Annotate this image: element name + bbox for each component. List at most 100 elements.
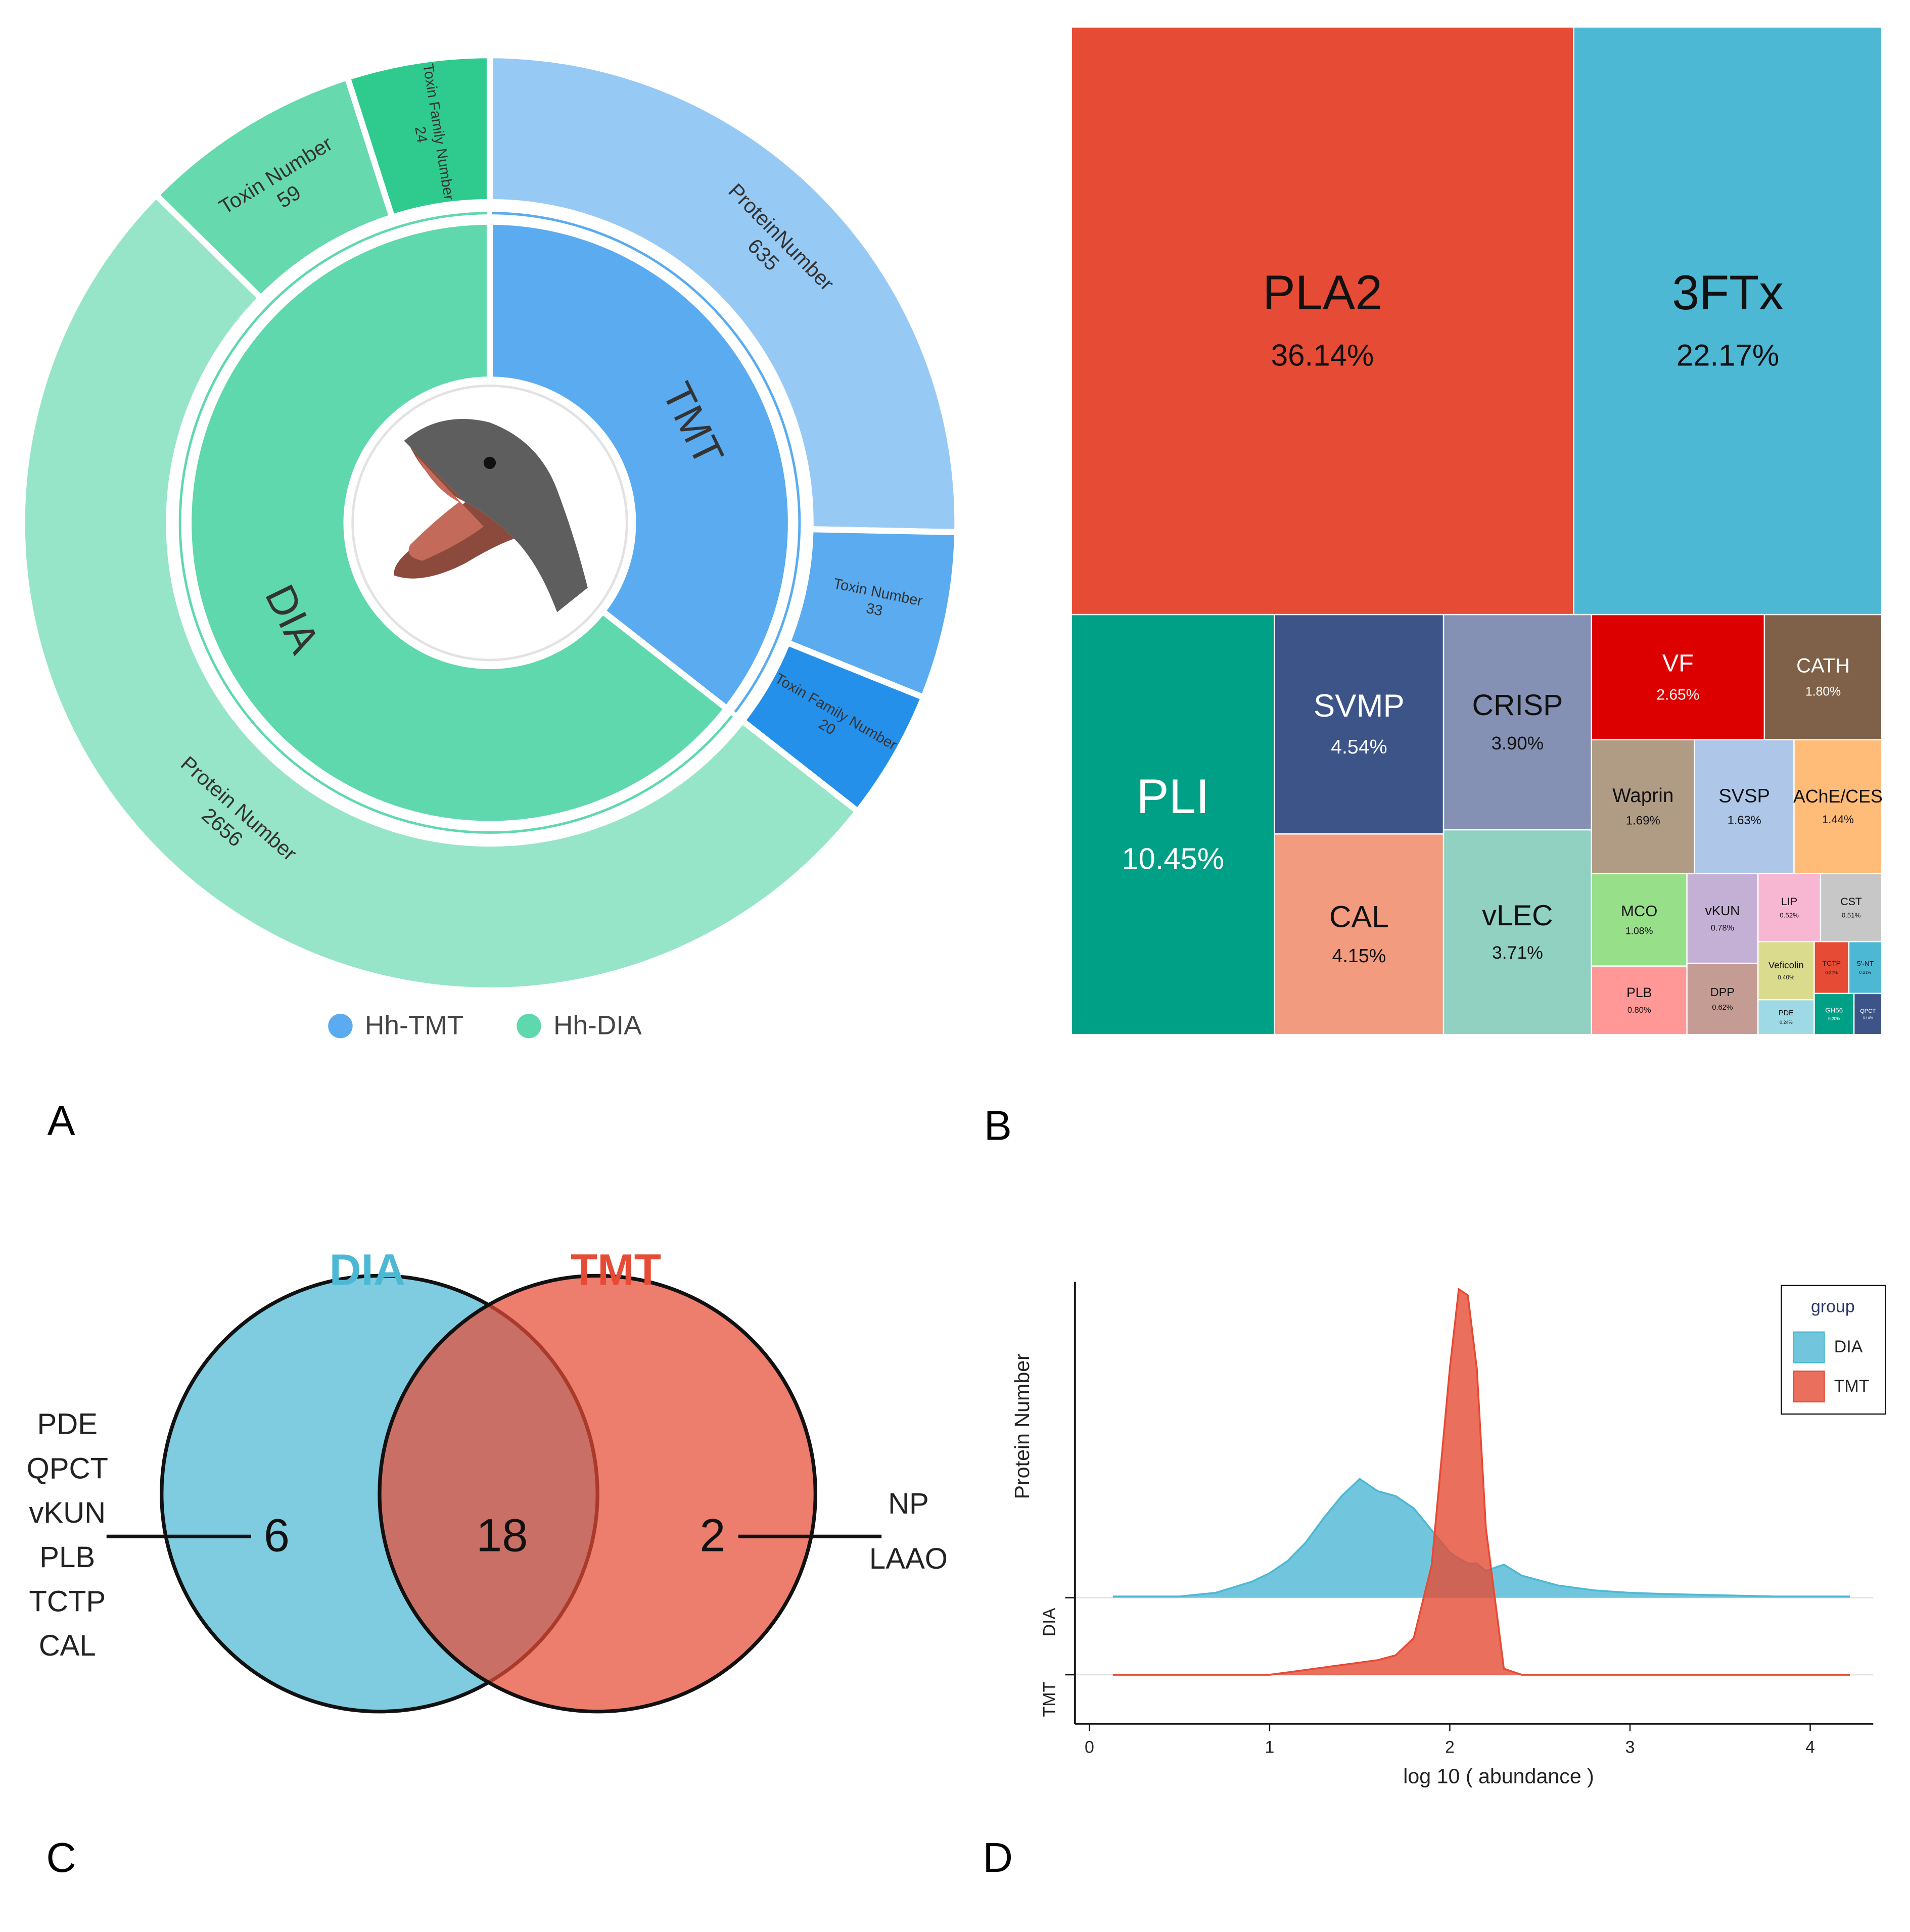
- item-label: PLB: [39, 1541, 95, 1574]
- x-tick-label: 1: [1265, 1737, 1275, 1757]
- treemap-tile: [1813, 940, 1850, 995]
- x-tick-label: 0: [1085, 1737, 1094, 1757]
- x-tick-label: 2: [1445, 1737, 1455, 1757]
- tile-value: 1.69%: [1626, 814, 1660, 828]
- tile-value: 2.65%: [1656, 686, 1699, 703]
- tile-value: 1.44%: [1822, 813, 1854, 826]
- tile-label: vKUN: [1705, 903, 1740, 918]
- treemap-tile: [1442, 829, 1593, 1035]
- segment-value: 24: [412, 125, 431, 144]
- legend-label: Hh-DIA: [553, 1011, 642, 1041]
- treemap-tile: [1793, 739, 1883, 874]
- tile-label: Veficolin: [1768, 960, 1804, 970]
- outer-segment: [19, 191, 862, 994]
- tile-label: 3FTx: [1672, 265, 1784, 320]
- venn-circle: [378, 1274, 817, 1714]
- tile-label: PLA2: [1263, 265, 1382, 320]
- inner-rim: [173, 207, 740, 839]
- legend-swatch: [1793, 1371, 1825, 1403]
- tile-value: 10.45%: [1122, 842, 1224, 876]
- x-tick-label: 3: [1625, 1737, 1635, 1757]
- tile-label: AChE/CES: [1793, 786, 1883, 807]
- treemap-tile: [1686, 962, 1759, 1035]
- treemap-tile: [1820, 873, 1883, 943]
- treemap-tile: [1686, 873, 1759, 964]
- tile-label: CATH: [1796, 655, 1850, 677]
- item-label: QPCT: [26, 1452, 108, 1485]
- item-label: TCTP: [29, 1585, 106, 1618]
- treemap-tile: [1813, 993, 1855, 1035]
- tile-label: SVSP: [1718, 785, 1769, 807]
- tile-value: 22.17%: [1676, 338, 1780, 372]
- tile-value: 4.54%: [1331, 736, 1387, 758]
- item-label: vKUN: [29, 1496, 106, 1529]
- region-count: 2: [700, 1510, 725, 1562]
- density-area: [1112, 1479, 1850, 1598]
- tile-value: 1.08%: [1625, 926, 1653, 937]
- tile-label: QPCT: [1860, 1008, 1876, 1014]
- outer-segment: [343, 52, 493, 221]
- tile-value: 0.80%: [1627, 1005, 1651, 1015]
- tile-label: PDE: [1779, 1009, 1794, 1017]
- treemap-tile: [1591, 873, 1688, 967]
- density-line: [1112, 1287, 1850, 1676]
- set-title: TMT: [571, 1246, 661, 1295]
- tile-value: 0.51%: [1842, 911, 1861, 919]
- density-area: [1112, 1289, 1850, 1675]
- tile-value: 1.80%: [1805, 685, 1841, 698]
- tile-value: 3.90%: [1492, 733, 1544, 753]
- item-label: CAL: [39, 1629, 96, 1662]
- segment-value: 33: [865, 600, 884, 619]
- x-axis-title: log 10 ( abundance ): [1403, 1764, 1594, 1787]
- tile-label: PLI: [1136, 770, 1209, 824]
- item-label: LAAO: [869, 1542, 948, 1575]
- region-count: 6: [264, 1510, 290, 1562]
- x-tick-label: 4: [1805, 1737, 1815, 1757]
- inner-segment: [185, 218, 731, 827]
- tile-label: Waprin: [1612, 785, 1673, 807]
- treemap-tile: [1274, 614, 1445, 835]
- legend-title: group: [1811, 1297, 1855, 1316]
- panel-label: C: [46, 1834, 76, 1881]
- treemap-tile: [1853, 993, 1883, 1035]
- item-label: PDE: [37, 1408, 98, 1441]
- tile-value: 0.24%: [1780, 1020, 1793, 1025]
- treemap-tile: [1442, 614, 1593, 831]
- panel-label: A: [48, 1098, 75, 1144]
- tile-label: VF: [1662, 650, 1694, 677]
- legend-label: TMT: [1834, 1377, 1870, 1396]
- y-tick-label: DIA: [1040, 1608, 1059, 1636]
- tile-value: 0.62%: [1712, 1004, 1733, 1012]
- legend-label: Hh-TMT: [365, 1011, 463, 1041]
- legend-swatch: [1793, 1331, 1825, 1363]
- treemap-tile: [1591, 965, 1688, 1035]
- legend-swatch: [328, 1013, 353, 1039]
- treemap-tile: [1763, 614, 1883, 741]
- treemap-tile: [1070, 26, 1574, 616]
- tile-value: 0.14%: [1863, 1017, 1873, 1020]
- tile-value: 0.52%: [1780, 912, 1799, 919]
- tile-value: 36.14%: [1271, 338, 1374, 372]
- inner-segment: [486, 218, 794, 713]
- tile-label: CRISP: [1472, 689, 1563, 722]
- treemap-tile: [1848, 940, 1883, 995]
- tile-value: 3.71%: [1492, 943, 1543, 963]
- tile-label: 5'-NT: [1857, 960, 1874, 967]
- treemap-tile: [1757, 940, 1815, 1001]
- item-label: NP: [888, 1487, 929, 1520]
- y-axis-title: Protein Number: [1010, 1353, 1034, 1499]
- panel-label: B: [984, 1102, 1012, 1149]
- tile-value: 1.63%: [1728, 814, 1761, 827]
- treemap-tile: [1591, 739, 1696, 874]
- treemap-tile: [1757, 873, 1822, 943]
- tile-value: 0.21%: [1859, 970, 1872, 975]
- tile-value: 4.15%: [1332, 945, 1386, 966]
- tile-value: 0.78%: [1711, 924, 1734, 933]
- outer-segment: [486, 52, 961, 536]
- treemap-tile: [1274, 833, 1445, 1035]
- tile-label: MCO: [1621, 902, 1657, 920]
- legend-swatch: [517, 1013, 541, 1039]
- tile-label: TCTP: [1822, 959, 1840, 967]
